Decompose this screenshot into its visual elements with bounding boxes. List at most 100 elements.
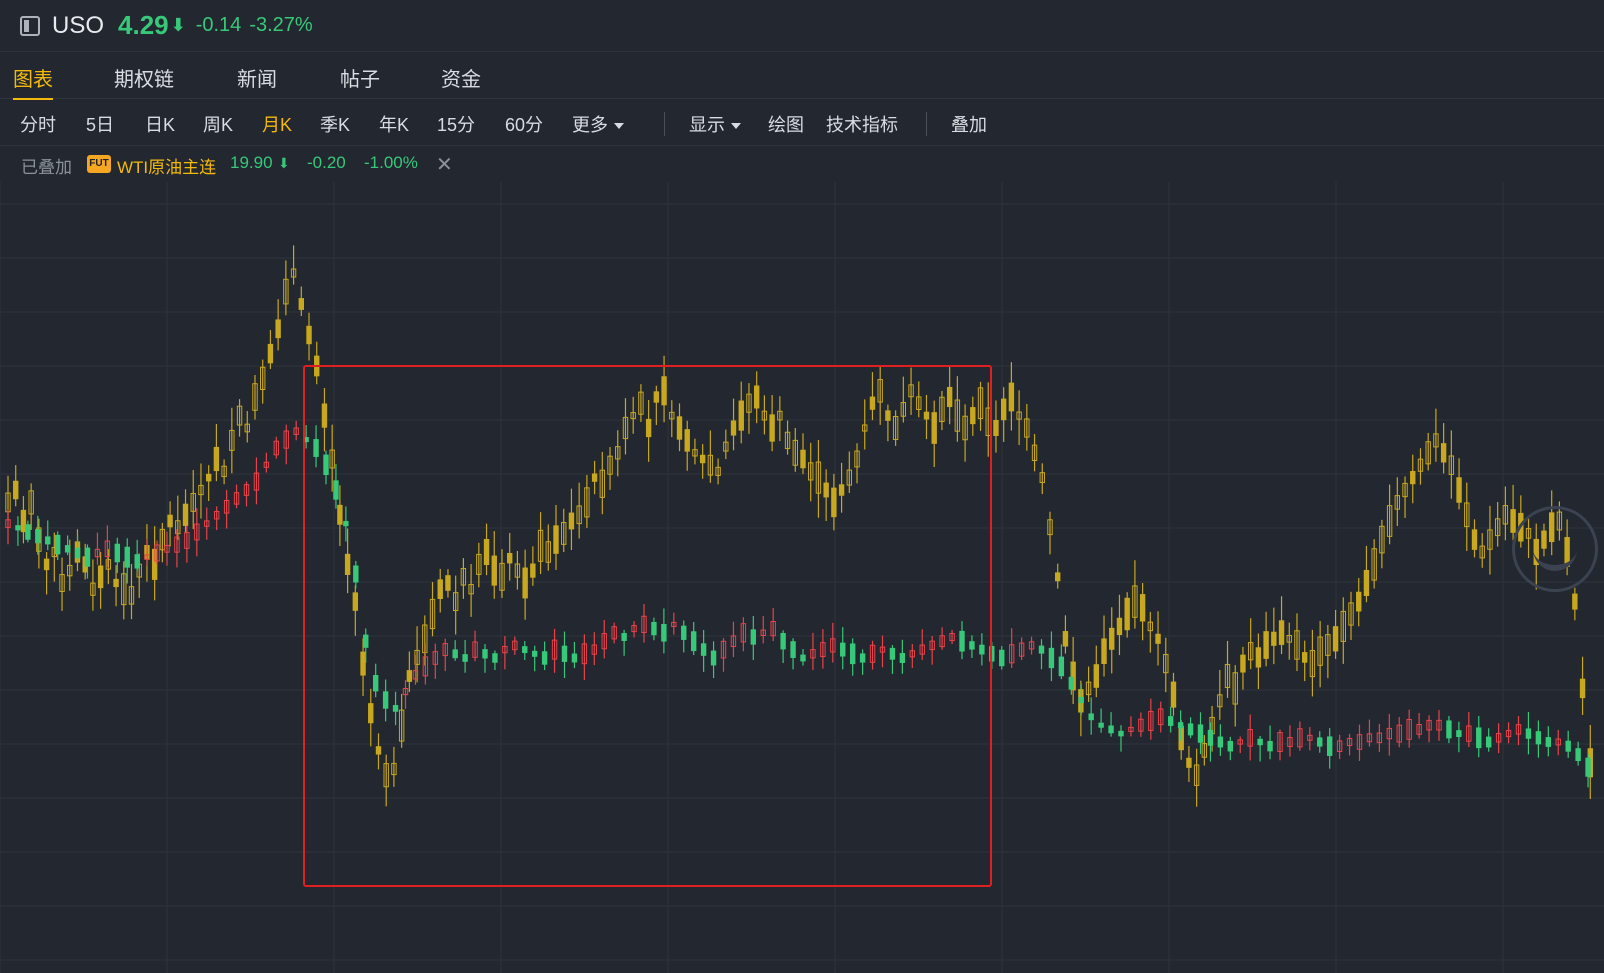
main-candle [1485,736,1492,748]
overlay-candle [545,541,551,563]
overlay-candle [175,520,181,535]
main-candle [204,520,210,527]
main-candle [1535,731,1542,745]
overlay-candle [1301,652,1308,663]
main-candle [54,534,61,555]
period-15min[interactable]: 15分 [437,115,476,135]
tab-options-chain[interactable]: 期权链 [114,69,174,91]
overlay-candle [121,573,127,606]
candlestick-chart[interactable] [0,182,1604,973]
overlay-candle [59,574,65,592]
overlay-candle [1425,441,1431,465]
main-candle [64,545,71,553]
down-arrow-icon: ⬇ [278,155,290,171]
tab-funds[interactable]: 资金 [441,69,481,91]
main-candle [1356,734,1363,750]
main-candle [1565,740,1571,752]
main-candle [671,621,677,627]
main-candle [333,480,339,500]
main-candle [820,642,826,658]
tab-posts[interactable]: 帖子 [340,69,380,91]
overlay-candle [707,454,714,476]
draw-button[interactable]: 绘图 [768,115,804,135]
period-intraday[interactable]: 分时 [20,115,56,135]
main-candle [492,653,498,663]
tab-chart[interactable]: 图表 [13,63,53,100]
overlay-candle [607,455,613,475]
main-candle [452,649,458,659]
overlay-candle [252,383,258,411]
main-candle [194,523,200,541]
main-candle [1128,726,1134,732]
overlay-candle [946,386,953,408]
overlay-candle [784,431,791,450]
main-candle [472,641,478,658]
main-candle [233,492,240,505]
overlay-candle [1047,519,1053,536]
main-candle [114,543,121,563]
overlay-symbol-name[interactable]: WTI原油主连 [117,158,217,177]
overlay-candle [900,402,907,417]
main-candle [1158,708,1164,726]
overlay-candle [630,412,636,420]
overlay-candle [1008,382,1015,412]
main-candle [780,632,786,650]
tab-news[interactable]: 新闻 [237,69,277,91]
period-5d[interactable]: 5日 [86,115,115,135]
main-candle [561,645,568,662]
overlay-candle [491,555,497,586]
overlay-candle [1456,477,1462,503]
overlay-candle [67,564,73,577]
overlay-candle [460,568,467,586]
overlay-candle [676,416,683,440]
overlay-candle [13,480,19,500]
main-candle [402,688,409,696]
chevron-down-icon [614,123,624,130]
overlay-candle [1163,653,1169,674]
period-weekly[interactable]: 周K [203,115,234,135]
overlay-candle [561,521,567,545]
overlay-candle [831,487,837,518]
overlay-candle [1371,548,1377,581]
indicators-button[interactable]: 技术指标 [826,115,898,135]
close-icon[interactable]: ✕ [436,154,453,176]
main-candle [1008,644,1015,664]
overlay-candle [483,538,490,566]
main-candle [174,536,180,553]
overlay-candle [360,651,366,676]
main-candle [343,520,349,527]
display-menu-button[interactable]: 显示 [689,111,741,137]
overlay-candle [692,449,698,457]
main-candle [94,548,101,558]
overlay-candle [1217,694,1223,708]
overlay-candle [931,412,937,444]
overlay-candle [537,529,544,562]
more-periods-button[interactable]: 更多 [572,111,624,137]
main-candle [1436,719,1442,731]
main-candle [363,634,369,648]
overlay-candle [213,446,220,472]
overlay-candle [892,415,899,441]
overlay-candle [1494,518,1501,537]
period-yearly[interactable]: 年K [379,115,410,135]
overlay-candle [159,528,166,551]
overlay-candle [916,396,922,410]
period-quarterly[interactable]: 季K [320,115,351,135]
overlay-candle [113,578,119,588]
overlay-candle [1448,455,1455,475]
overlay-candle [1579,678,1586,699]
overlay-candle [344,553,351,575]
main-candle [283,430,289,449]
sidebar-toggle-icon[interactable] [20,15,40,36]
main-candle [551,639,558,660]
period-daily[interactable]: 日K [145,115,176,135]
overlay-candle [792,439,798,466]
main-candle [1038,645,1045,654]
main-candle [1148,711,1154,731]
main-candle [750,629,757,645]
period-60min[interactable]: 60分 [505,115,544,135]
overlay-candle [275,319,281,339]
overlay-button[interactable]: 叠加 [951,115,987,135]
main-candle [730,635,737,647]
period-monthly[interactable]: 月K [262,115,293,135]
